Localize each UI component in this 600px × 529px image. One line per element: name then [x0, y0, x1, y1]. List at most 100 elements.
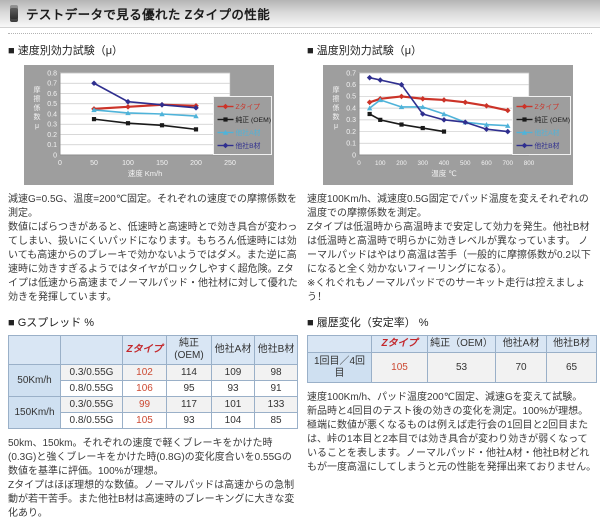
svg-text:他社B材: 他社B材	[236, 141, 261, 150]
row-label: 150Km/h	[8, 396, 61, 429]
svg-text:100: 100	[122, 160, 134, 167]
svg-text:擦: 擦	[34, 94, 41, 103]
svg-text:0: 0	[357, 160, 361, 167]
series-他社A材	[91, 107, 199, 119]
condition-cell: 0.3/0.55G	[60, 396, 123, 413]
svg-text:0.2: 0.2	[346, 129, 356, 136]
svg-text:0: 0	[352, 152, 356, 159]
speed-test-section: ■ 速度別効力試験（μ） 0 0.1 0.2 0.3 0.4 0.5 0.6 0.7 0.8 0 5…	[8, 38, 298, 521]
content-columns: ■ 速度別効力試験（μ） 0 0.1 0.2 0.3 0.4 0.5 0.6 0.7 0.8 0 5…	[0, 36, 600, 529]
series-純正 (OEM)	[367, 111, 447, 134]
axes	[59, 73, 230, 156]
value-cell: 99	[122, 396, 167, 413]
svg-text:0.6: 0.6	[346, 82, 356, 89]
svg-text:0.1: 0.1	[47, 142, 57, 149]
page-header: テストデータで見る優れた Zタイプの性能	[0, 0, 600, 28]
svg-text:0.7: 0.7	[47, 81, 57, 88]
svg-text:純正 (OEM): 純正 (OEM)	[535, 115, 571, 124]
svg-text:0.5: 0.5	[346, 94, 356, 101]
g-spread-note: 50km、150km。それぞれの速度で軽くブレーキをかけた時(0.3G)と強くブ…	[8, 438, 295, 519]
svg-text:0.8: 0.8	[47, 70, 57, 77]
svg-text:0.2: 0.2	[47, 132, 57, 139]
temperature-test-description: 速度100Km/h、減速度0.5G固定でパッド温度を変えそれぞれの温度での摩擦係…	[307, 194, 591, 303]
g-spread-table: Zタイプ 純正 (OEM) 他社A材 他社B材 50Km/h 0.3/0.55G 102 11…	[8, 335, 298, 429]
svg-text:250: 250	[224, 160, 236, 167]
value-cell: 106	[122, 380, 167, 397]
header-bullet-icon	[10, 5, 18, 22]
value-cell: 102	[122, 364, 167, 381]
row-label: 1回目／4回目	[307, 352, 372, 383]
corner-cell	[8, 335, 61, 365]
svg-text:150: 150	[156, 160, 168, 167]
col-header: 純正 (OEM)	[166, 335, 212, 365]
col-header: 純正（OEM）	[427, 335, 496, 353]
svg-text:0.3: 0.3	[346, 117, 356, 124]
series-他社B材	[91, 80, 199, 111]
corner-cell	[307, 335, 372, 353]
page-title: テストデータで見る優れた Zタイプの性能	[26, 8, 271, 22]
svg-text:0.1: 0.1	[346, 141, 356, 148]
svg-text:50: 50	[90, 160, 98, 167]
svg-text:400: 400	[439, 160, 450, 167]
svg-text:0.6: 0.6	[47, 91, 57, 98]
corner-cell	[60, 335, 123, 365]
history-table: Zタイプ 純正（OEM） 他社A材 他社B材 1回目／4回目 105 53 70 65	[307, 335, 597, 383]
svg-text:0.5: 0.5	[47, 101, 57, 108]
speed-test-description: 減速G=0.5G、温度=200℃固定。それぞれの速度での摩擦係数を測定。 数値に…	[8, 194, 298, 303]
value-cell: 117	[166, 396, 212, 413]
col-header: 他社B材	[546, 335, 597, 353]
series-他社A材	[366, 97, 511, 128]
svg-text:摩: 摩	[333, 85, 340, 94]
condition-cell: 0.8/0.55G	[60, 412, 123, 429]
value-cell: 104	[211, 412, 255, 429]
history-heading: ■ 履歴変化（安定率） %	[307, 317, 429, 329]
row-label: 50Km/h	[8, 364, 61, 397]
value-cell: 53	[427, 352, 496, 383]
svg-text:他社B材: 他社B材	[535, 141, 560, 150]
svg-text:0.4: 0.4	[47, 111, 57, 118]
axes	[358, 73, 529, 156]
axis-labels: 0 0.1 0.2 0.3 0.4 0.5 0.6 0.7 0 100 200 300 400 500 60…	[333, 70, 535, 178]
svg-text:Zタイプ: Zタイプ	[236, 102, 261, 111]
svg-text:係: 係	[34, 103, 41, 112]
svg-text:0.4: 0.4	[346, 105, 356, 112]
value-cell: 133	[254, 396, 298, 413]
svg-text:温度 ℃: 温度 ℃	[431, 168, 457, 178]
speed-effect-chart: 0 0.1 0.2 0.3 0.4 0.5 0.6 0.7 0.8 0 50 100 150 200 250…	[24, 65, 274, 185]
axis-labels: 0 0.1 0.2 0.3 0.4 0.5 0.6 0.7 0.8 0 50 100 150 200 250…	[34, 70, 236, 178]
value-cell: 105	[122, 412, 167, 429]
col-header: 他社A材	[211, 335, 255, 365]
svg-text:他社A材: 他社A材	[236, 128, 261, 137]
col-header: Zタイプ	[371, 335, 428, 353]
svg-text:200: 200	[396, 160, 407, 167]
value-cell: 85	[254, 412, 298, 429]
svg-text:μ: μ	[334, 123, 338, 130]
svg-text:600: 600	[481, 160, 492, 167]
temperature-chart-heading: ■ 温度別効力試験（μ）	[307, 45, 423, 57]
svg-text:800: 800	[524, 160, 535, 167]
col-header: 他社A材	[495, 335, 547, 353]
temperature-effect-chart: 0 0.1 0.2 0.3 0.4 0.5 0.6 0.7 0 100 200 300 400 500 60…	[323, 65, 573, 185]
value-cell: 95	[166, 380, 212, 397]
value-cell: 105	[371, 352, 428, 383]
temperature-effect-chart-svg: 0 0.1 0.2 0.3 0.4 0.5 0.6 0.7 0 100 200 300 400 500 60…	[333, 70, 571, 178]
series-他社B材	[366, 74, 511, 135]
svg-text:500: 500	[460, 160, 471, 167]
temperature-test-section: ■ 温度別効力試験（μ） 0 0.1 0.2 0.3 0.4 0.5 0.6 0.7 0 100 2…	[307, 38, 597, 521]
value-cell: 93	[166, 412, 212, 429]
history-note: 速度100Km/h、パッド温度200℃固定、減速Gを変えて試験。 新品時と4回目…	[307, 392, 597, 473]
value-cell: 93	[211, 380, 255, 397]
value-cell: 114	[166, 364, 212, 381]
speed-effect-chart-svg: 0 0.1 0.2 0.3 0.4 0.5 0.6 0.7 0.8 0 50 100 150 200 250…	[34, 70, 272, 178]
svg-text:0.7: 0.7	[346, 70, 356, 77]
condition-cell: 0.8/0.55G	[60, 380, 123, 397]
svg-text:速度 Km/h: 速度 Km/h	[128, 168, 163, 178]
condition-cell: 0.3/0.55G	[60, 364, 123, 381]
svg-text:純正 (OEM): 純正 (OEM)	[236, 115, 272, 124]
col-header: 他社B材	[254, 335, 298, 365]
svg-text:700: 700	[502, 160, 513, 167]
g-spread-heading: ■ Gスプレッド %	[8, 317, 95, 329]
svg-text:摩: 摩	[34, 85, 41, 94]
series-純正 (OEM)	[91, 117, 199, 132]
